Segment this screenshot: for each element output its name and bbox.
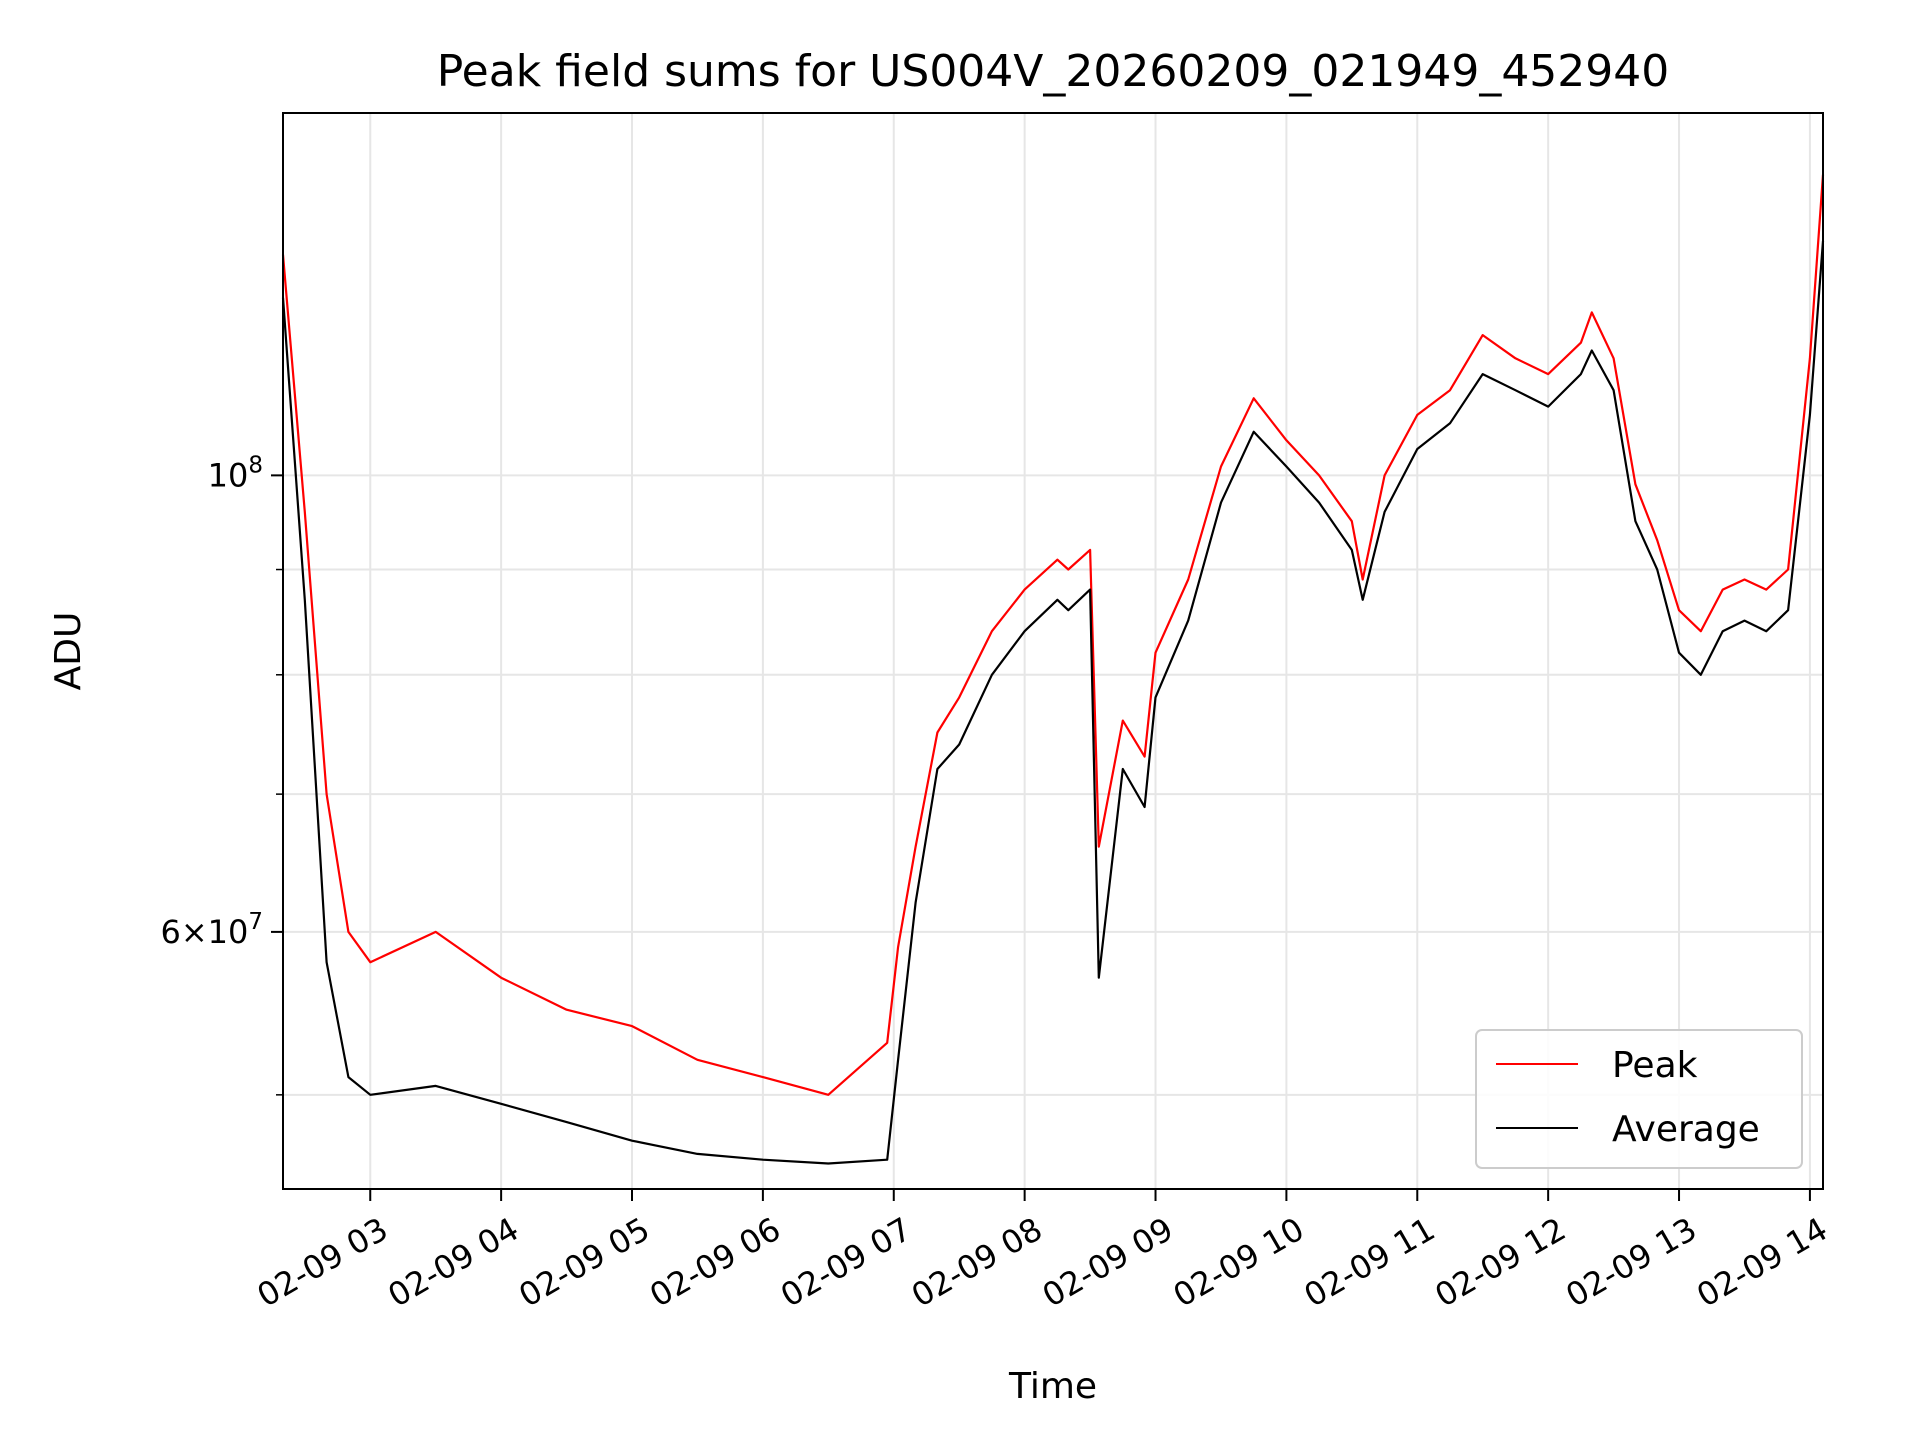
y-tick-base: 10 [208,456,249,494]
x-axis-label: Time [1008,1366,1097,1407]
y-tick-base: 10 [208,913,249,951]
legend: Peak Average [1475,1029,1803,1169]
plot-frame [282,112,1824,1190]
series-line-peak [281,174,1825,1096]
legend-label-peak: Peak [1612,1045,1698,1086]
y-axis-label: ADU [48,612,89,691]
y-tick-label: 6×107 [160,909,263,951]
y-tick-label: 108 [208,452,263,494]
y-tick-mantissa: 6× [160,913,207,951]
y-tick-exponent: 8 [248,452,263,478]
series-line-average [281,240,1825,1165]
legend-label-average: Average [1612,1109,1760,1150]
y-tick-exponent: 7 [248,909,263,935]
grid [283,113,1823,1189]
series-layer [281,174,1825,1165]
chart-title: Peak field sums for US004V_20260209_0219… [437,46,1670,97]
